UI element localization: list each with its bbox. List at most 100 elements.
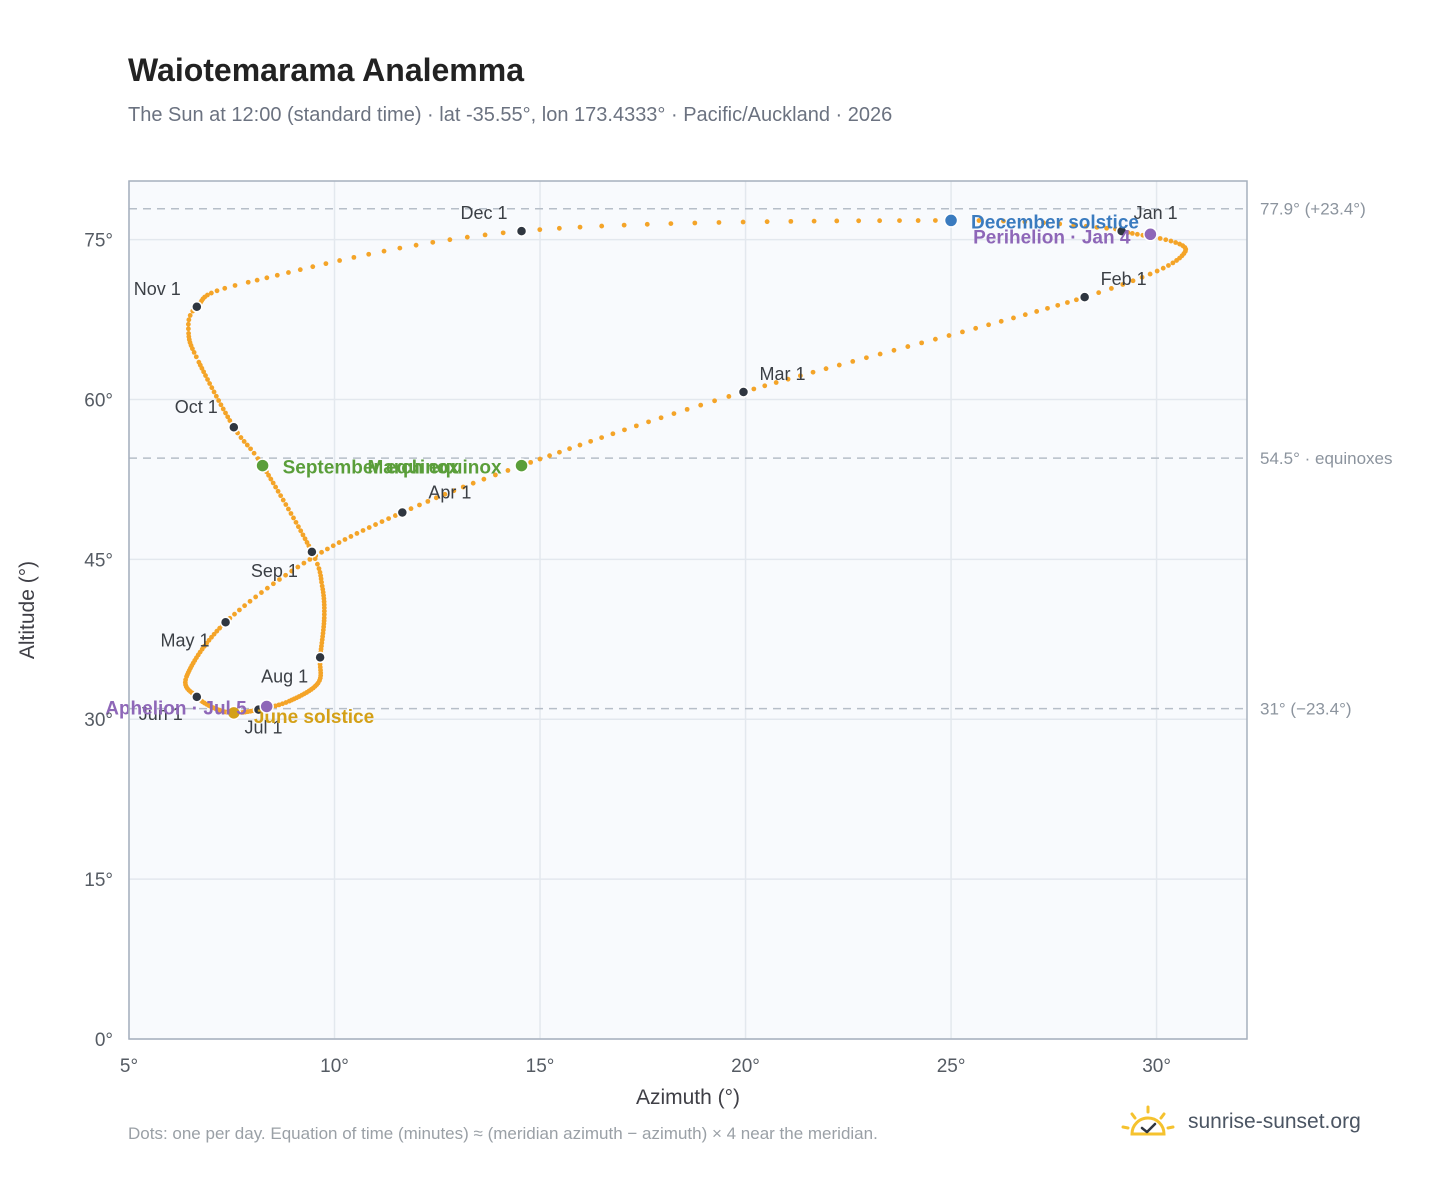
daily-sun-dot — [293, 519, 299, 525]
month-marker — [191, 691, 203, 703]
daily-sun-dot — [610, 431, 616, 437]
daily-sun-dot — [442, 491, 448, 497]
daily-sun-dot — [392, 513, 398, 518]
daily-sun-dot — [300, 532, 306, 538]
daily-sun-dot — [288, 511, 294, 516]
daily-sun-dot — [567, 446, 572, 452]
plot-area — [129, 181, 1247, 1039]
daily-sun-dot — [270, 480, 276, 486]
daily-sun-dot — [1073, 297, 1079, 303]
daily-sun-dot — [946, 333, 952, 338]
month-marker — [396, 506, 409, 519]
daily-sun-dot — [248, 446, 253, 452]
reference-line-label: 54.5° · equinoxes — [1260, 449, 1393, 468]
daily-sun-dot — [998, 318, 1004, 324]
event-label: Perihelion · Jan 4 — [973, 227, 1131, 248]
daily-sun-dot — [1163, 237, 1169, 243]
daily-sun-dot — [1120, 282, 1126, 287]
daily-sun-dot — [185, 326, 191, 332]
daily-sun-dot — [712, 398, 717, 404]
month-label: Jul 1 — [244, 718, 282, 738]
daily-sun-dot — [599, 435, 605, 440]
daily-sun-dot — [1130, 278, 1136, 284]
daily-sun-dot — [312, 556, 318, 562]
daily-sun-dot — [716, 220, 722, 225]
daily-sun-dot — [238, 435, 244, 440]
plot-frame — [128, 180, 1248, 1040]
daily-sun-dot — [366, 525, 372, 530]
daily-sun-dot — [1129, 231, 1135, 236]
daily-sun-dot — [295, 524, 301, 530]
daily-sun-dot — [811, 218, 817, 224]
daily-sun-dot — [460, 484, 466, 490]
daily-sun-dot — [976, 218, 982, 223]
daily-sun-dot — [214, 288, 220, 294]
daily-sun-dot — [726, 394, 732, 399]
sun-logo-icon — [1121, 1105, 1175, 1136]
daily-sun-dot — [286, 270, 291, 275]
month-marker — [1115, 225, 1128, 237]
brand[interactable]: sunrise-sunset.org — [1120, 1104, 1361, 1140]
daily-sun-dot — [283, 502, 289, 507]
y-axis-label: Altitude (°) — [16, 561, 39, 659]
daily-sun-dot — [856, 218, 862, 224]
daily-sun-dot — [528, 459, 534, 465]
event-label: June solstice — [254, 707, 374, 728]
daily-sun-dot — [211, 389, 217, 395]
daily-sun-dot — [1139, 274, 1145, 280]
month-label: Dec 1 — [461, 203, 508, 223]
chart-title: Waiotemarama Analemma — [128, 52, 524, 88]
daily-sun-dot — [1034, 309, 1040, 314]
daily-sun-dot — [863, 355, 869, 361]
daily-sun-dot — [556, 225, 562, 231]
daily-sun-dot — [850, 359, 856, 364]
daily-sun-dot — [622, 427, 627, 433]
daily-sun-dot — [877, 351, 883, 357]
daily-sun-dot — [310, 264, 316, 270]
daily-sun-dot — [1096, 290, 1102, 296]
daily-sun-dot — [379, 519, 385, 524]
daily-sun-dot — [451, 488, 457, 494]
daily-sun-dot — [264, 275, 270, 281]
month-marker — [228, 421, 240, 433]
brand-name[interactable]: sunrise-sunset.org — [1188, 1110, 1361, 1133]
daily-sun-dot — [264, 585, 270, 591]
event-marker — [226, 705, 242, 721]
event-label: December solstice — [971, 212, 1139, 233]
reference-line-label: 31° (−23.4°) — [1260, 700, 1352, 719]
daily-sun-dot — [222, 285, 228, 291]
daily-sun-dot — [633, 423, 639, 429]
daily-sun-dot — [646, 419, 651, 425]
daily-sun-dot — [1001, 218, 1006, 224]
daily-sun-dot — [373, 522, 378, 527]
daily-sun-dot — [891, 347, 897, 353]
daily-sun-dot — [217, 625, 223, 631]
daily-sun-dot — [247, 598, 253, 604]
daily-sun-dot — [684, 406, 690, 412]
daily-sun-dot — [1170, 260, 1176, 266]
daily-sun-dot — [270, 581, 276, 587]
daily-sun-dot — [330, 543, 336, 549]
y-tick-label: 75° — [84, 231, 113, 252]
daily-sun-dot — [351, 254, 357, 260]
daily-sun-dot — [1083, 223, 1089, 229]
daily-sun-dot — [500, 230, 506, 236]
daily-sun-dot — [283, 572, 289, 578]
daily-sun-dot — [254, 277, 260, 283]
daily-sun-dot — [1174, 258, 1179, 263]
daily-sun-dot — [577, 442, 583, 448]
daily-sun-dot — [277, 577, 282, 582]
x-tick-label: 5° — [120, 1056, 138, 1077]
daily-sun-dot — [360, 528, 366, 533]
daily-sun-dot — [588, 438, 594, 444]
daily-sun-dot — [337, 258, 343, 263]
daily-sun-dot — [658, 415, 664, 421]
daily-sun-dot — [319, 583, 325, 589]
daily-sun-dot — [897, 218, 902, 224]
daily-sun-dot — [232, 611, 237, 617]
daily-sun-dot — [537, 227, 543, 233]
daily-sun-dot — [220, 406, 226, 412]
daily-sun-dot — [692, 220, 698, 226]
month-label: Jun 1 — [139, 704, 183, 724]
daily-sun-dot — [1057, 221, 1063, 227]
